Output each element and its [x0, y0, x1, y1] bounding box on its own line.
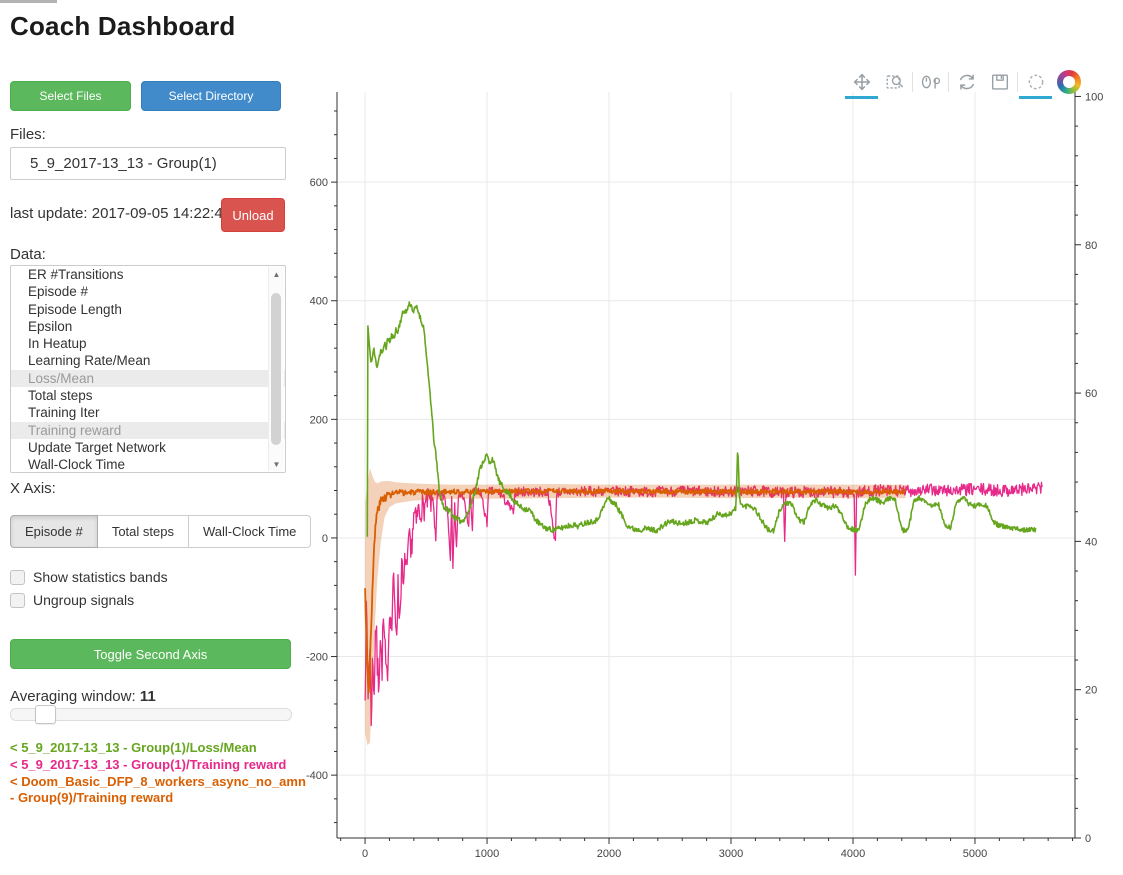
scrollbar-up-icon[interactable]: ▲ — [272, 269, 281, 279]
legend-item[interactable]: < 5_9_2017-13_13 - Group(1)/Training rew… — [10, 757, 287, 772]
x-axis-option-wall-clock-time[interactable]: Wall-Clock Time — [188, 515, 312, 548]
toolbar-separator — [948, 71, 949, 92]
y2-tick-label: 100 — [1085, 91, 1103, 103]
data-option-er-transitions[interactable]: ER #Transitions — [28, 267, 124, 282]
y2-tick-label: 80 — [1085, 240, 1097, 252]
y2-tick-label: 40 — [1085, 536, 1097, 548]
page-title: Coach Dashboard — [10, 11, 236, 41]
x-tick-label: 1000 — [475, 848, 499, 860]
data-option-learning-rate-mean[interactable]: Learning Rate/Mean — [28, 353, 151, 369]
x-tick-label: 2000 — [597, 848, 621, 860]
hover-icon[interactable] — [1019, 68, 1052, 99]
y2-tick-label: 60 — [1085, 388, 1097, 400]
x-axis-option-total-steps[interactable]: Total steps — [97, 515, 189, 548]
select-files-button[interactable]: Select Files — [10, 81, 131, 111]
data-option-wall-clock-time[interactable]: Wall-Clock Time — [28, 457, 126, 473]
data-option-in-heatup[interactable]: In Heatup — [28, 336, 87, 352]
window-artifact — [0, 0, 57, 3]
ungroup-signals-row: Ungroup signals — [10, 592, 134, 608]
data-option-update-target-network[interactable]: Update Target Network — [28, 439, 166, 455]
averaging-window-value: 11 — [139, 688, 156, 705]
x-axis-button-group: Episode # Total steps Wall-Clock Time — [10, 515, 312, 548]
y-tick-label: -200 — [306, 652, 328, 664]
scrollbar-down-icon[interactable]: ▼ — [272, 459, 281, 469]
averaging-window-label: Averaging window: 11 — [10, 688, 156, 705]
chart-legend: < 5_9_2017-13_13 - Group(1)/Loss/Mean < 5… — [10, 740, 310, 807]
files-option[interactable]: 5_9_2017-13_13 - Group(1) — [30, 155, 217, 172]
data-option-episode-length[interactable]: Episode Length — [28, 301, 122, 317]
scrollbar-thumb[interactable] — [271, 293, 281, 445]
data-option-training-iter[interactable]: Training Iter — [28, 405, 100, 421]
series-group — [364, 301, 1043, 746]
show-statistics-bands-row: Show statistics bands — [10, 569, 168, 585]
x-axis-label: X Axis: — [10, 480, 56, 497]
show-statistics-bands-label: Show statistics bands — [33, 569, 168, 585]
files-label: Files: — [10, 126, 46, 143]
pan-icon[interactable] — [845, 68, 878, 99]
data-label: Data: — [10, 246, 46, 263]
series-line-1 — [364, 487, 907, 694]
chart-toolbar — [845, 66, 1085, 100]
x-tick-label: 3000 — [719, 848, 743, 860]
y2-tick-label: 0 — [1085, 833, 1091, 845]
ungroup-signals-checkbox[interactable] — [10, 592, 25, 608]
averaging-window-slider[interactable] — [10, 705, 292, 724]
save-icon[interactable] — [983, 68, 1016, 99]
x-tick-label: 0 — [362, 848, 368, 860]
data-option-epsilon[interactable]: Epsilon — [28, 318, 73, 334]
y2-tick-label: 20 — [1085, 685, 1097, 697]
y-tick-label: 200 — [310, 414, 328, 426]
legend-item[interactable]: < 5_9_2017-13_13 - Group(1)/Loss/Mean — [10, 740, 257, 755]
series-line-0 — [364, 481, 1043, 727]
wheel-zoom-icon[interactable] — [914, 68, 947, 99]
y-tick-label: -400 — [306, 770, 328, 782]
data-listbox[interactable]: ER #Transitions Episode # Episode Length Ep… — [10, 265, 286, 473]
show-statistics-bands-checkbox[interactable] — [10, 569, 25, 585]
ungroup-signals-label: Ungroup signals — [33, 592, 135, 608]
data-option-total-steps[interactable]: Total steps — [28, 388, 93, 404]
y-tick-label: 400 — [310, 296, 328, 308]
series-line-2 — [366, 301, 1037, 537]
averaging-window-label-text: Averaging window: — [10, 688, 136, 705]
x-axis-option-episode[interactable]: Episode # — [10, 515, 98, 548]
x-tick-label: 5000 — [963, 848, 987, 860]
data-list-scrollbar[interactable]: ▲ ▼ — [268, 267, 284, 471]
training-chart[interactable]: 0 1000 2000 3000 4000 5000 -400 -200 0 200 400 600 0… — [300, 55, 1123, 875]
toolbar-separator — [1017, 71, 1018, 92]
data-option-loss-mean[interactable]: Loss/Mean — [11, 369, 285, 388]
unload-button[interactable]: Unload — [221, 198, 285, 232]
y-tick-label: 0 — [322, 533, 328, 545]
data-option-training-reward[interactable]: Training reward — [11, 421, 285, 439]
select-directory-button[interactable]: Select Directory — [141, 81, 281, 111]
y-tick-label: 600 — [310, 177, 328, 189]
slider-handle[interactable] — [35, 705, 56, 724]
last-update-text: last update: 2017-09-05 14:22:48 — [10, 205, 232, 222]
x-tick-label: 4000 — [841, 848, 865, 860]
series-band-1 — [365, 468, 906, 746]
files-listbox[interactable]: 5_9_2017-13_13 - Group(1) — [10, 147, 286, 180]
reset-icon[interactable] — [950, 68, 983, 99]
data-options: ER #Transitions Episode # Episode Length Ep… — [11, 266, 285, 473]
toggle-second-axis-button[interactable]: Toggle Second Axis — [10, 639, 291, 669]
toolbar-separator — [912, 71, 913, 92]
data-option-episode[interactable]: Episode # — [28, 284, 89, 300]
legend-item[interactable]: < Doom_Basic_DFP_8_workers_async_no_amn … — [10, 774, 306, 805]
box-zoom-icon[interactable] — [878, 68, 911, 99]
bokeh-logo-icon[interactable] — [1052, 68, 1085, 99]
